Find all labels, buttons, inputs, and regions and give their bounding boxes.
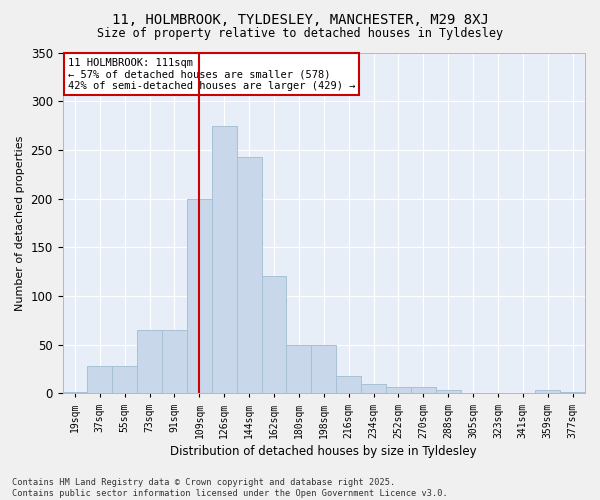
Text: Contains HM Land Registry data © Crown copyright and database right 2025.
Contai: Contains HM Land Registry data © Crown c… <box>12 478 448 498</box>
Bar <box>137 330 162 394</box>
Bar <box>112 366 137 394</box>
Text: 11, HOLMBROOK, TYLDESLEY, MANCHESTER, M29 8XJ: 11, HOLMBROOK, TYLDESLEY, MANCHESTER, M2… <box>112 12 488 26</box>
Bar <box>361 384 386 394</box>
Bar <box>62 392 88 394</box>
Bar <box>187 198 212 394</box>
Bar <box>236 156 262 394</box>
Bar <box>336 376 361 394</box>
Bar <box>212 126 236 394</box>
Text: 11 HOLMBROOK: 111sqm
← 57% of detached houses are smaller (578)
42% of semi-deta: 11 HOLMBROOK: 111sqm ← 57% of detached h… <box>68 58 355 91</box>
Bar <box>535 390 560 394</box>
X-axis label: Distribution of detached houses by size in Tyldesley: Distribution of detached houses by size … <box>170 444 477 458</box>
Y-axis label: Number of detached properties: Number of detached properties <box>15 135 25 310</box>
Text: Size of property relative to detached houses in Tyldesley: Size of property relative to detached ho… <box>97 28 503 40</box>
Bar <box>411 388 436 394</box>
Bar <box>262 276 286 394</box>
Bar <box>436 390 461 394</box>
Bar <box>162 330 187 394</box>
Bar <box>88 366 112 394</box>
Bar <box>286 344 311 394</box>
Bar <box>311 344 336 394</box>
Bar <box>560 392 585 394</box>
Bar <box>386 388 411 394</box>
